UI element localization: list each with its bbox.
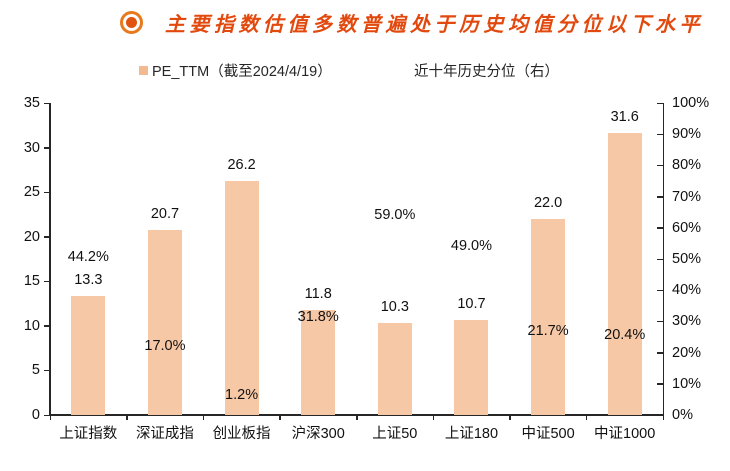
percentile-label: 31.8% xyxy=(297,308,339,325)
x-tick xyxy=(356,415,358,420)
x-tick xyxy=(662,415,664,420)
y-tick-label-right: 10% xyxy=(672,375,702,392)
y-tick-label-right: 70% xyxy=(672,188,702,205)
percentile-label: 20.4% xyxy=(604,327,646,344)
y-tick-right xyxy=(657,227,663,229)
legend-label: PE_TTM（截至2024/4/19） xyxy=(152,64,332,80)
y-tick-label-left: 10 xyxy=(23,317,40,334)
x-tick xyxy=(49,415,51,420)
bar-value-label: 20.7 xyxy=(150,206,180,223)
bar-value-label: 13.3 xyxy=(74,272,103,289)
y-tick-right xyxy=(657,414,663,416)
y-tick-left xyxy=(44,369,50,372)
bar-深证成指 xyxy=(147,230,182,415)
percentile-label: 44.2% xyxy=(67,249,109,266)
y-tick-right xyxy=(657,258,663,260)
y-tick-left xyxy=(44,325,50,327)
bar-value-label: 31.6 xyxy=(610,109,639,126)
y-tick-right xyxy=(657,352,663,354)
y-tick-label-right: 0% xyxy=(672,407,693,423)
x-category-label: 中证1000 xyxy=(594,426,656,442)
bar-上证指数 xyxy=(71,296,106,415)
y-tick-right xyxy=(657,102,663,104)
y-tick-right xyxy=(657,320,663,323)
y-tick-right xyxy=(657,383,663,385)
y-axis-right xyxy=(662,103,664,415)
x-tick xyxy=(126,415,128,420)
y-tick-label-left: 20 xyxy=(23,228,40,245)
bar-上证180 xyxy=(454,319,489,415)
y-tick-label-left: 30 xyxy=(23,139,40,156)
y-tick-left xyxy=(44,236,50,238)
x-tick xyxy=(202,415,205,420)
bar-中证500 xyxy=(531,218,566,415)
y-tick-label-right: 20% xyxy=(672,344,702,361)
chart-title: 主要指数估值多数普遍处于历史均值分位以下水平 xyxy=(165,14,704,36)
percentile-label: 59.0% xyxy=(374,206,416,223)
y-tick-label-right: 100% xyxy=(672,95,710,111)
y-tick-right xyxy=(657,133,663,136)
y-axis-left xyxy=(49,103,51,415)
y-tick-right xyxy=(657,289,663,292)
x-tick xyxy=(509,415,511,420)
y-tick-left xyxy=(44,414,50,416)
y-tick-label-left: 15 xyxy=(23,273,40,290)
y-tick-label-left: 0 xyxy=(31,407,40,423)
y-tick-label-right: 80% xyxy=(672,157,702,174)
percentile-label: 1.2% xyxy=(225,387,259,404)
y-tick-label-right: 40% xyxy=(672,282,702,299)
x-tick xyxy=(432,415,435,420)
y-tick-left xyxy=(44,102,50,104)
y-tick-label-left: 25 xyxy=(23,184,40,201)
legend-label: 近十年历史分位（右） xyxy=(414,64,559,80)
y-tick-label-right: 90% xyxy=(672,126,702,143)
legend: PE_TTM（截至2024/4/19） 近十年历史分位（右） xyxy=(0,60,730,81)
bullseye-dot-icon xyxy=(126,17,137,28)
bar-中证1000 xyxy=(607,133,642,415)
bar-创业板指 xyxy=(224,181,259,415)
y-tick-left xyxy=(44,280,50,283)
y-tick-left xyxy=(44,191,50,194)
x-category-label: 上证180 xyxy=(444,426,499,442)
legend-item-percentile: 近十年历史分位（右） xyxy=(414,60,559,81)
x-category-label: 创业板指 xyxy=(212,426,271,442)
bar-上证50 xyxy=(377,323,412,415)
bar-value-label: 11.8 xyxy=(304,285,332,302)
y-tick-label-left: 5 xyxy=(31,362,40,379)
percentile-label: 49.0% xyxy=(450,238,492,255)
percentile-label: 21.7% xyxy=(527,323,569,340)
legend-item-pe-ttm: PE_TTM（截至2024/4/19） xyxy=(139,60,332,81)
bar-value-label: 10.3 xyxy=(380,299,409,316)
y-tick-label-left: 35 xyxy=(23,95,40,111)
x-category-label: 中证500 xyxy=(521,426,575,442)
y-tick-label-right: 60% xyxy=(672,219,702,236)
y-tick-right xyxy=(657,164,663,167)
x-category-label: 沪深300 xyxy=(291,426,345,442)
legend-swatch-icon xyxy=(139,66,148,75)
bar-value-label: 26.2 xyxy=(227,157,256,174)
y-tick-left xyxy=(44,147,50,149)
percentile-label: 17.0% xyxy=(144,337,186,354)
bar-value-label: 22.0 xyxy=(533,194,563,211)
chart-title-row: 主要指数估值多数普遍处于历史均值分位以下水平 xyxy=(120,8,726,37)
x-tick xyxy=(279,415,281,420)
plot-area: 0 5 10 15 20 25 30 35 0% 10% 20% 30% 40% 50% 60% 70% 80%… xyxy=(24,95,709,442)
x-category-label: 上证指数 xyxy=(59,426,118,442)
x-tick xyxy=(585,415,588,420)
y-tick-label-right: 30% xyxy=(672,313,702,330)
bullseye-icon xyxy=(120,11,143,34)
y-tick-label-right: 50% xyxy=(672,251,702,267)
bar-沪深300 xyxy=(301,309,336,415)
x-category-label: 深证成指 xyxy=(135,426,194,442)
x-category-label: 上证50 xyxy=(372,426,418,442)
bar-value-label: 10.7 xyxy=(457,295,486,312)
y-tick-right xyxy=(657,196,663,198)
